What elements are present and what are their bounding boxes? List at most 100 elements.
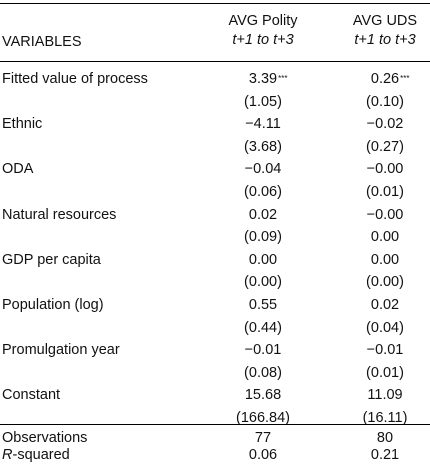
cell-value: 80	[376, 429, 394, 446]
cell-value: (0.09)	[244, 229, 282, 246]
header-rule	[0, 61, 430, 62]
table-row: R-squared 0.06 0.21	[0, 447, 430, 464]
row-label-italic: R	[2, 446, 13, 463]
cell-avg-uds: 0.00	[320, 226, 430, 249]
cell-value: (0.00)	[366, 274, 404, 291]
column-subtitle-avg-polity: t+1 to t+3	[232, 32, 294, 48]
cell-value: 0.00	[248, 251, 278, 268]
cell-avg-uds: −0.01	[320, 339, 430, 362]
cell-avg-polity: 0.55	[198, 294, 328, 317]
cell-value: −0.00	[366, 206, 404, 223]
significance-stars: ***	[278, 74, 288, 83]
cell-avg-uds: (0.01)	[320, 181, 430, 204]
cell-value: 15.68	[244, 387, 282, 404]
row-label: Ethnic	[2, 116, 43, 133]
cell-avg-polity: 0.06	[198, 447, 328, 464]
cell-avg-polity: 3.39 ***	[198, 68, 328, 91]
row-label: Natural resources	[2, 206, 117, 223]
cell-avg-polity: (0.44)	[198, 317, 328, 340]
cell-avg-polity: −0.04	[198, 158, 328, 181]
cell-avg-polity: (0.06)	[198, 181, 328, 204]
cell-avg-polity: (3.68)	[198, 136, 328, 159]
cell-value: (0.08)	[244, 364, 282, 381]
cell-avg-polity: (0.08)	[198, 362, 328, 385]
row-label: ODA	[2, 161, 34, 178]
row-label: Promulgation year	[2, 342, 120, 359]
cell-avg-polity: (0.00)	[198, 271, 328, 294]
cell-value: −0.01	[366, 342, 404, 359]
table-row: Population (log) 0.55 0.02	[0, 294, 430, 317]
table-row: Fitted value of process 3.39 *** 0.26 ***	[0, 68, 430, 91]
cell-value: (0.01)	[366, 364, 404, 381]
cell-value: −0.02	[366, 116, 404, 133]
row-label: Observations	[2, 429, 88, 446]
cell-value: 3.39	[248, 71, 278, 87]
cell-avg-uds: 0.00	[320, 249, 430, 272]
table-row: Ethnic −4.11 −0.02	[0, 113, 430, 136]
top-rule	[0, 3, 430, 4]
cell-avg-polity: −0.01	[198, 339, 328, 362]
cell-avg-uds: 0.02	[320, 294, 430, 317]
table-row: (0.09) 0.00	[0, 226, 430, 249]
column-header-avg-uds: AVG UDS t+1 to t+3	[320, 12, 430, 50]
cell-avg-uds: 0.21	[320, 447, 430, 464]
cell-value: 0.00	[370, 251, 400, 268]
cell-value: −0.04	[244, 161, 282, 178]
cell-value: 0.26	[370, 71, 400, 87]
cell-avg-polity: 77	[198, 430, 328, 447]
column-header-avg-polity: AVG Polity t+1 to t+3	[198, 12, 328, 50]
cell-value: (0.01)	[366, 183, 404, 200]
cell-avg-uds: (0.27)	[320, 136, 430, 159]
cell-avg-polity: 0.00	[198, 249, 328, 272]
cell-value: (0.04)	[366, 319, 404, 336]
cell-avg-uds: (0.01)	[320, 362, 430, 385]
cell-avg-uds: −0.02	[320, 113, 430, 136]
row-label: Fitted value of process	[2, 71, 148, 87]
cell-value: −0.00	[366, 161, 404, 178]
cell-value: (3.68)	[244, 138, 282, 155]
cell-value: (0.06)	[244, 183, 282, 200]
cell-value: (0.44)	[244, 319, 282, 336]
column-title-avg-uds: AVG UDS	[352, 13, 418, 29]
table-body: Fitted value of process 3.39 *** 0.26 *** (1.…	[0, 68, 430, 464]
cell-avg-uds: (0.00)	[320, 271, 430, 294]
cell-value: (16.11)	[362, 409, 408, 426]
cell-avg-polity: −4.11	[198, 113, 328, 136]
cell-avg-uds: (0.10)	[320, 91, 430, 114]
row-label: GDP per capita	[2, 251, 101, 268]
cell-avg-uds: −0.00	[320, 204, 430, 227]
cell-avg-uds: 11.09	[320, 384, 430, 407]
cell-value: −4.11	[245, 116, 281, 133]
variables-header: VARIABLES	[2, 34, 82, 50]
table-row: (1.05) (0.10)	[0, 91, 430, 114]
cell-avg-polity: 0.02	[198, 204, 328, 227]
cell-avg-uds: −0.00	[320, 158, 430, 181]
table-row: (0.06) (0.01)	[0, 181, 430, 204]
cell-value: (0.00)	[244, 274, 282, 291]
cell-avg-uds: (16.11)	[320, 407, 430, 430]
cell-value: 0.21	[370, 446, 400, 463]
cell-value: 0.06	[248, 446, 278, 463]
significance-stars: ***	[400, 74, 410, 83]
cell-avg-uds: 80	[320, 430, 430, 447]
table-row: Natural resources 0.02 −0.00	[0, 204, 430, 227]
table-row: Promulgation year −0.01 −0.01	[0, 339, 430, 362]
table-row: (0.00) (0.00)	[0, 271, 430, 294]
row-label-rest: -squared	[12, 446, 70, 463]
cell-avg-polity: 15.68	[198, 384, 328, 407]
cell-avg-polity: (166.84)	[198, 407, 328, 430]
table-row: (0.08) (0.01)	[0, 362, 430, 385]
row-label: R-squared	[2, 447, 70, 464]
cell-avg-polity: (0.09)	[198, 226, 328, 249]
cell-value: 11.09	[367, 387, 403, 404]
table-row: (3.68) (0.27)	[0, 136, 430, 159]
table-header: VARIABLES AVG Polity t+1 to t+3 AVG UDS …	[0, 12, 430, 60]
cell-value: 0.02	[248, 206, 278, 223]
bottom-rule	[0, 424, 430, 425]
table-row: (0.44) (0.04)	[0, 317, 430, 340]
cell-value: 0.00	[370, 229, 400, 246]
row-label: Population (log)	[2, 296, 104, 313]
cell-value: 0.55	[248, 296, 278, 313]
cell-value: 77	[254, 429, 272, 446]
column-subtitle-avg-uds: t+1 to t+3	[354, 32, 416, 48]
